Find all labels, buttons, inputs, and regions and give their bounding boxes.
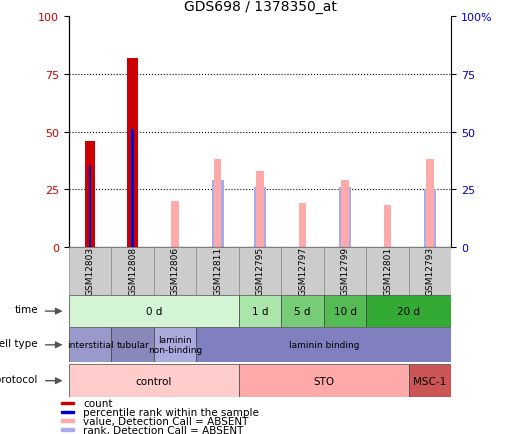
Bar bbox=[323, 295, 365, 328]
Text: GSM12801: GSM12801 bbox=[382, 247, 391, 296]
Bar bbox=[61, 402, 74, 404]
Bar bbox=[154, 328, 196, 362]
Text: GSM12808: GSM12808 bbox=[128, 247, 137, 296]
Bar bbox=[196, 247, 238, 295]
Bar bbox=[213, 160, 221, 247]
Text: time: time bbox=[14, 305, 38, 315]
Bar bbox=[69, 328, 111, 362]
Bar bbox=[61, 428, 74, 431]
Text: GSM12806: GSM12806 bbox=[171, 247, 179, 296]
Bar bbox=[281, 247, 323, 295]
Text: GSM12811: GSM12811 bbox=[213, 247, 221, 296]
Text: 20 d: 20 d bbox=[397, 306, 419, 316]
Bar bbox=[61, 420, 74, 422]
Bar bbox=[423, 190, 435, 247]
Text: GSM12795: GSM12795 bbox=[255, 247, 264, 296]
Text: control: control bbox=[135, 376, 172, 386]
Bar bbox=[131, 130, 134, 247]
Bar bbox=[408, 365, 450, 397]
Bar bbox=[61, 411, 74, 413]
Bar bbox=[154, 247, 196, 295]
Text: tubular: tubular bbox=[116, 341, 149, 349]
Bar bbox=[281, 295, 323, 328]
Bar bbox=[365, 247, 408, 295]
Bar bbox=[69, 365, 238, 397]
Bar bbox=[84, 141, 95, 247]
Bar bbox=[338, 187, 350, 247]
Bar bbox=[341, 181, 348, 247]
Text: laminin
non-binding: laminin non-binding bbox=[148, 336, 202, 354]
Bar bbox=[298, 204, 306, 247]
Text: 10 d: 10 d bbox=[333, 306, 356, 316]
Text: 5 d: 5 d bbox=[294, 306, 310, 316]
Text: percentile rank within the sample: percentile rank within the sample bbox=[83, 407, 259, 417]
Text: 1 d: 1 d bbox=[251, 306, 268, 316]
Text: rank, Detection Call = ABSENT: rank, Detection Call = ABSENT bbox=[83, 424, 243, 434]
Bar bbox=[211, 181, 223, 247]
Text: STO: STO bbox=[313, 376, 334, 386]
Text: GSM12793: GSM12793 bbox=[425, 247, 434, 296]
Text: value, Detection Call = ABSENT: value, Detection Call = ABSENT bbox=[83, 416, 248, 426]
Bar bbox=[383, 206, 391, 247]
Bar bbox=[426, 160, 433, 247]
Text: MSC-1: MSC-1 bbox=[413, 376, 446, 386]
Text: laminin binding: laminin binding bbox=[288, 341, 358, 349]
Text: count: count bbox=[83, 398, 112, 408]
Text: cell type: cell type bbox=[0, 339, 38, 348]
Text: GSM12803: GSM12803 bbox=[86, 247, 94, 296]
Bar bbox=[111, 328, 154, 362]
Text: GSM12797: GSM12797 bbox=[298, 247, 306, 296]
Bar bbox=[253, 187, 266, 247]
Bar bbox=[69, 295, 238, 328]
Bar bbox=[238, 247, 281, 295]
Bar bbox=[365, 295, 450, 328]
Text: interstitial: interstitial bbox=[67, 341, 113, 349]
Bar bbox=[111, 247, 154, 295]
Text: growth protocol: growth protocol bbox=[0, 374, 38, 384]
Bar bbox=[171, 201, 179, 247]
Bar bbox=[196, 328, 450, 362]
Bar bbox=[89, 167, 91, 247]
Text: 0 d: 0 d bbox=[146, 306, 162, 316]
Bar bbox=[323, 247, 365, 295]
Bar bbox=[127, 59, 137, 247]
Bar bbox=[69, 247, 111, 295]
Bar bbox=[256, 171, 264, 247]
Bar bbox=[238, 365, 408, 397]
Text: GSM12799: GSM12799 bbox=[340, 247, 349, 296]
Bar bbox=[238, 295, 281, 328]
Title: GDS698 / 1378350_at: GDS698 / 1378350_at bbox=[183, 0, 336, 13]
Bar bbox=[408, 247, 450, 295]
